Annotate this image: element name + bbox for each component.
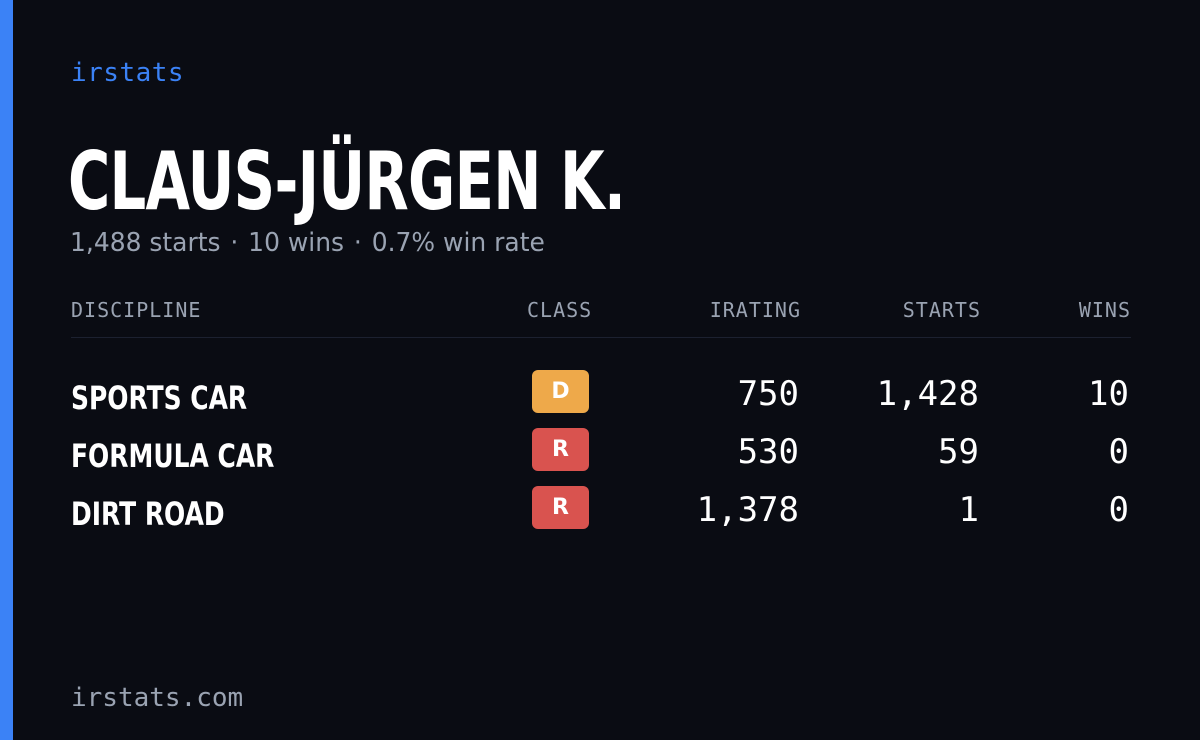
footer-url: irstats.com	[71, 683, 244, 713]
column-header-discipline: DISCIPLINE	[71, 298, 202, 322]
column-header-starts: STARTS	[902, 298, 981, 322]
wins-value: 10	[1088, 374, 1129, 414]
page-title: CLAUS-JÜRGEN K.	[68, 135, 626, 228]
class-badge: R	[532, 428, 589, 471]
class-badge: R	[532, 486, 589, 529]
class-badge: D	[532, 370, 589, 413]
table-row: FORMULA CAR R 530 59 0	[71, 428, 1131, 486]
table-row: SPORTS CAR D 750 1,428 10	[71, 370, 1131, 428]
column-header-class: CLASS	[527, 298, 593, 322]
summary-win-rate: 0.7% win rate	[371, 228, 545, 258]
wins-value: 0	[1108, 432, 1129, 472]
table-body: SPORTS CAR D 750 1,428 10 FORMULA CAR R …	[71, 338, 1131, 544]
stats-table: DISCIPLINE CLASS IRATING STARTS WINS SPO…	[71, 298, 1131, 544]
table-header: DISCIPLINE CLASS IRATING STARTS WINS	[71, 298, 1131, 338]
discipline-label: SPORTS CAR	[71, 379, 248, 417]
discipline-label: DIRT ROAD	[71, 495, 225, 533]
driver-summary: 1,488 starts · 10 wins · 0.7% win rate	[70, 228, 545, 258]
summary-separator: ·	[353, 228, 362, 258]
irating-value: 750	[737, 374, 799, 414]
column-header-wins: WINS	[1078, 298, 1131, 322]
wins-value: 0	[1108, 490, 1129, 530]
irating-value: 530	[737, 432, 799, 472]
starts-value: 59	[938, 432, 979, 472]
summary-separator: ·	[230, 228, 239, 258]
discipline-label: FORMULA CAR	[71, 437, 275, 475]
summary-wins: 10 wins	[248, 228, 345, 258]
irating-value: 1,378	[696, 490, 799, 530]
column-header-irating: IRATING	[709, 298, 801, 322]
accent-bar	[0, 0, 13, 740]
starts-value: 1,428	[876, 374, 979, 414]
summary-starts: 1,488 starts	[70, 228, 221, 258]
starts-value: 1	[958, 490, 979, 530]
table-row: DIRT ROAD R 1,378 1 0	[71, 486, 1131, 544]
brand-logo: irstats	[71, 58, 185, 88]
